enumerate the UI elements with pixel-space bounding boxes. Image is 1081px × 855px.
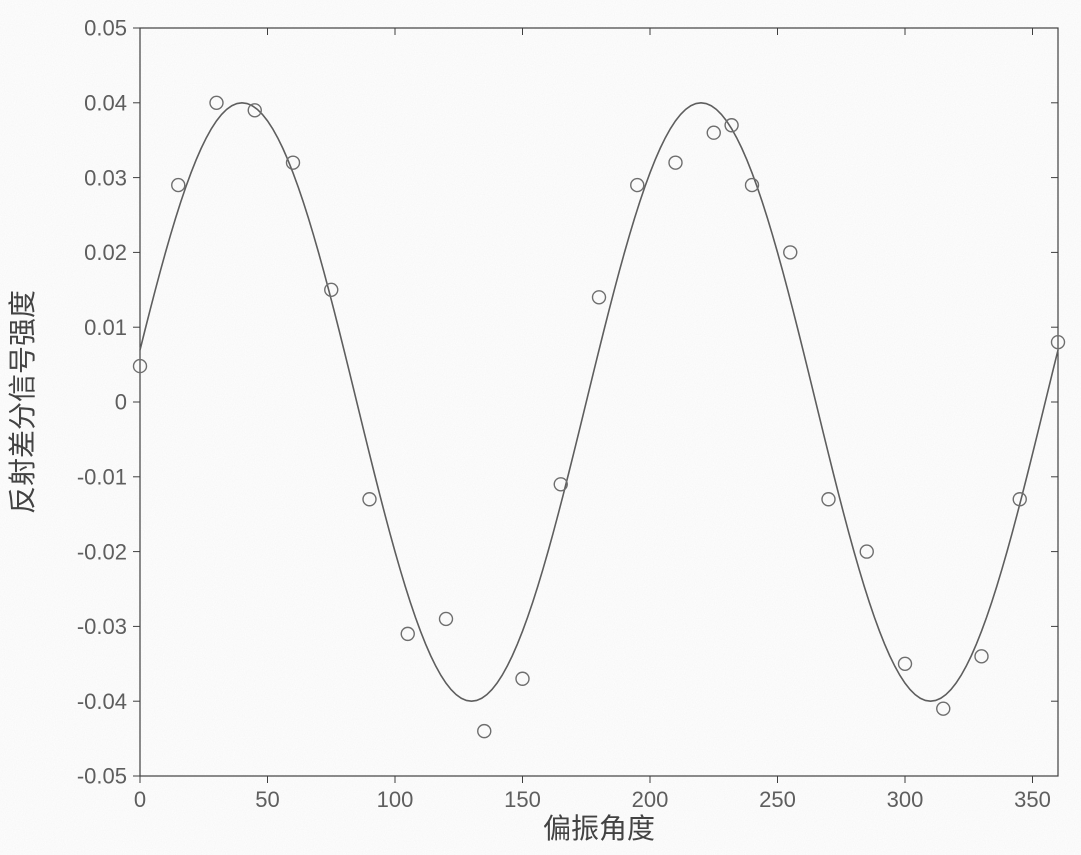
x-tick-label: 300 (887, 787, 924, 812)
y-tick-label: 0.04 (84, 91, 127, 116)
x-tick-label: 50 (255, 787, 279, 812)
y-tick-label: 0.01 (84, 315, 127, 340)
x-tick-label: 200 (632, 787, 669, 812)
chart-svg: 0 50 100 150 200 250 300 350 -0.05 -0.04 -0.03 -0.0… (0, 0, 1081, 855)
x-tick-label: 150 (504, 787, 541, 812)
y-tick-label: -0.05 (77, 764, 127, 789)
x-axis-label: 偏振角度 (543, 813, 655, 845)
y-tick-label: 0.02 (84, 240, 127, 265)
y-tick-label: 0 (115, 390, 127, 415)
x-tick-label: 250 (759, 787, 796, 812)
y-tick-label: 0.03 (84, 165, 127, 190)
y-tick-label: -0.01 (77, 465, 127, 490)
plot-area (140, 28, 1058, 776)
y-tick-label: -0.02 (77, 539, 127, 564)
x-tick-label: 0 (134, 787, 146, 812)
y-tick-label: -0.03 (77, 614, 127, 639)
y-tick-label: -0.04 (77, 689, 127, 714)
y-axis-label: 反射差分信号强度 (7, 290, 39, 514)
x-tick-label: 350 (1014, 787, 1051, 812)
x-tick-label: 100 (377, 787, 414, 812)
chart-container: 0 50 100 150 200 250 300 350 -0.05 -0.04 -0.03 -0.0… (0, 0, 1081, 855)
y-tick-label: 0.05 (84, 16, 127, 41)
